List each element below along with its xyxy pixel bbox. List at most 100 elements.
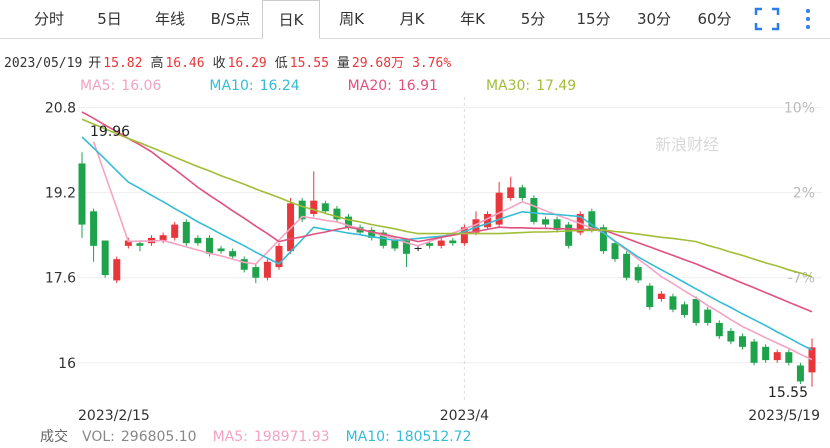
candle-body	[229, 251, 237, 257]
candle-body	[101, 240, 109, 276]
y-tick-label: 17.6	[45, 271, 76, 287]
vol-value: 198971.93	[253, 429, 330, 445]
change: 3.76%	[412, 56, 452, 71]
candle-body	[345, 216, 353, 228]
vol-name: VOL:	[82, 429, 115, 445]
tab[interactable]: B/S点	[210, 10, 251, 28]
info-value: 15.82	[103, 56, 143, 71]
tab[interactable]: 周K	[339, 10, 364, 28]
candle-body	[263, 261, 271, 278]
candle-body	[78, 163, 86, 225]
date: 2023/05/19	[4, 56, 83, 71]
candle-body	[553, 219, 561, 230]
legend-value: 17.49	[536, 78, 577, 94]
candle-body	[205, 237, 213, 254]
toolbar-icons	[754, 7, 810, 31]
info-value: 15.55	[289, 56, 329, 71]
candle-body	[402, 240, 410, 254]
legend-item: MA30: 17.49	[486, 78, 576, 94]
info-label: 开	[88, 56, 102, 71]
watermark: 新浪财经	[655, 135, 719, 154]
candle-body	[692, 299, 700, 323]
tab[interactable]: 30分	[636, 10, 672, 28]
candle-body	[796, 365, 804, 382]
candle-body	[449, 240, 457, 244]
candle-body	[472, 219, 480, 233]
candle-body	[611, 243, 619, 260]
legend-value: 16.06	[121, 78, 162, 94]
candle-body	[715, 322, 723, 337]
legend-item: MA20: 16.91	[348, 78, 438, 94]
candle-body	[634, 267, 642, 281]
ma-line	[81, 111, 813, 313]
x-tick-label: 2023/4	[440, 408, 489, 424]
candle-body	[90, 211, 98, 246]
tab[interactable]: 15分	[576, 10, 611, 28]
candle-body	[321, 203, 329, 212]
candle-body	[298, 200, 306, 220]
candle-body	[484, 213, 492, 228]
info-value: 16.29	[227, 56, 267, 71]
info-label: 高	[150, 56, 164, 71]
candle-body	[171, 224, 179, 238]
tab[interactable]: 年线	[154, 10, 185, 28]
legend-item: MA5: 16.06	[80, 78, 161, 94]
candle-body	[182, 221, 190, 244]
info-line: 2023/05/19 开 15.82 高 16.46 收 16.29 低 15.55 量 29.68…	[4, 52, 459, 71]
x-tick-label: 2023/5/19	[748, 408, 820, 424]
tab[interactable]: 5分	[520, 10, 546, 28]
tab[interactable]: 月K	[399, 10, 425, 28]
candle-body	[136, 243, 144, 246]
x-tick-label: 2023/2/15	[78, 408, 150, 424]
candle-body	[565, 224, 573, 246]
candle-body	[391, 240, 399, 249]
ma-line	[81, 118, 813, 278]
candle-body	[599, 227, 607, 252]
info-value: 29.68万	[351, 56, 405, 71]
tab[interactable]: 5日	[97, 10, 122, 28]
candle-body	[113, 259, 121, 281]
vol-value: 180512.72	[395, 429, 472, 445]
candle-body	[588, 211, 596, 230]
legend-name: MA20:	[347, 78, 392, 94]
volume-line: 成交 VOL: 296805.10 MA5: 198971.93 MA10: 180512.…	[40, 426, 488, 446]
menu-icon[interactable]	[806, 9, 810, 29]
candle-body	[681, 304, 689, 315]
candle-body	[541, 219, 549, 225]
vol-name: MA5:	[212, 429, 248, 445]
candle-body	[194, 237, 202, 244]
candle-body	[669, 296, 677, 310]
tab[interactable]: 年K	[460, 10, 485, 28]
candle-body	[762, 346, 770, 361]
y2-tick-label: 10%	[784, 101, 815, 117]
vol-value: 296805.10	[120, 429, 197, 445]
y-tick-label: 19.2	[45, 186, 76, 202]
candle-body	[785, 352, 793, 363]
legend-name: MA10:	[209, 78, 254, 94]
candle-body	[240, 259, 248, 270]
tab[interactable]: 60分	[697, 10, 732, 28]
info-value: 16.46	[165, 56, 205, 71]
legend-name: MA5:	[80, 78, 116, 94]
candle-body	[507, 187, 515, 198]
info-label: 收	[212, 56, 226, 71]
legend-value: 16.24	[259, 78, 300, 94]
candle-body	[495, 192, 503, 225]
vol-title: 成交	[40, 429, 68, 445]
candle-body	[217, 248, 225, 252]
y2-tick-label: 2%	[793, 186, 815, 202]
candle-body	[426, 243, 434, 246]
candle-body	[657, 293, 665, 299]
candle-body	[275, 245, 283, 268]
candle-body	[530, 198, 538, 222]
tab[interactable]: 分时	[33, 10, 64, 28]
legend: MA5: 16.06 MA10: 16.24 MA20: 16.91 MA30: 17.49	[80, 78, 624, 94]
candle-body	[333, 208, 341, 220]
candle-body	[414, 247, 422, 249]
candle-body	[750, 341, 758, 363]
candle-body	[646, 285, 654, 307]
fullscreen-icon[interactable]	[754, 7, 780, 31]
tab[interactable]: 日K	[262, 0, 320, 39]
tab-bar: 分时 5日 年线 B/S点 日K 周K 月K 年K 5分 15分 30分 60分	[0, 0, 830, 39]
